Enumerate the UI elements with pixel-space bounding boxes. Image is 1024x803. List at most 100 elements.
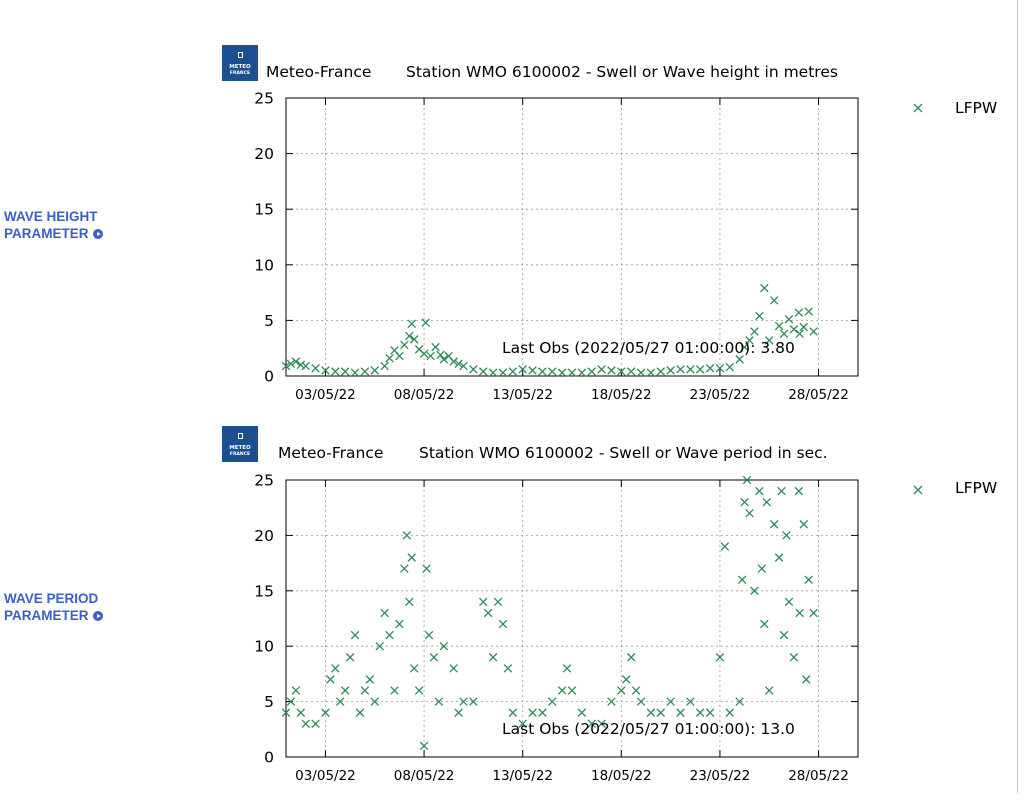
x-tick-label: 18/05/22	[591, 768, 652, 784]
y-tick-label: 20	[254, 527, 274, 545]
data-point	[331, 367, 340, 376]
y-tick-label: 25	[254, 472, 274, 490]
wave-height-link-line1: WAVE HEIGHT	[4, 209, 98, 224]
data-point	[488, 368, 498, 377]
logo-emblem-icon	[238, 52, 243, 58]
data-point	[666, 366, 675, 375]
data-point	[777, 486, 786, 496]
data-point	[375, 641, 384, 651]
data-point	[407, 319, 417, 328]
y-tick-label: 10	[254, 638, 274, 656]
grid	[286, 480, 858, 757]
data-point	[764, 686, 774, 695]
data-point	[656, 708, 666, 717]
x-axis-ticks: 03/05/22 08/05/22 13/05/22 18/05/22 23/05/22…	[295, 98, 849, 403]
data-point	[789, 325, 799, 334]
data-point	[395, 351, 404, 361]
data-point	[419, 741, 429, 751]
data-point	[789, 653, 799, 662]
data-point	[715, 363, 725, 373]
x-tick-label: 28/05/22	[788, 768, 849, 784]
data-point	[311, 363, 320, 373]
data-point	[769, 296, 779, 305]
wave-period-link-line2: PARAMETER	[4, 608, 89, 623]
x-tick-label: 23/05/22	[690, 387, 751, 403]
x-tick-label: 03/05/22	[295, 768, 356, 784]
data-point	[725, 362, 735, 372]
data-point	[296, 708, 306, 717]
last-obs-label: Last Obs (2022/05/27 01:00:00): 13.0	[502, 720, 795, 738]
y-tick-label: 25	[254, 90, 274, 108]
data-point	[587, 367, 596, 376]
data-point	[548, 367, 557, 376]
data-point	[454, 708, 463, 717]
data-point	[695, 365, 705, 374]
data-point	[705, 363, 715, 373]
data-point	[745, 336, 754, 345]
data-point	[760, 619, 769, 629]
data-point	[626, 653, 636, 662]
logo-box	[222, 45, 258, 81]
chart-source: Meteo-France	[266, 63, 371, 81]
data-point	[301, 361, 310, 371]
y-tick-label: 5	[264, 693, 274, 711]
wave-height-parameter-link[interactable]: WAVE HEIGHT PARAMETER	[4, 208, 134, 242]
data-point	[740, 497, 749, 507]
legend: LFPW	[913, 99, 997, 117]
data-point	[750, 327, 759, 336]
data-point	[794, 308, 804, 317]
data-point	[676, 365, 685, 374]
data-point	[498, 368, 508, 377]
data-point	[617, 686, 626, 695]
data-point	[646, 368, 656, 377]
data-point	[794, 486, 804, 496]
x-tick-label: 13/05/22	[492, 768, 553, 784]
data-point	[782, 531, 791, 540]
wave-period-link-line1: WAVE PERIOD	[4, 591, 99, 606]
data-point	[755, 486, 764, 496]
x-tick-label: 08/05/22	[394, 387, 455, 403]
data-point	[804, 575, 813, 584]
data-point	[503, 664, 513, 673]
data-point	[557, 686, 567, 695]
data-point	[405, 597, 414, 607]
data-point	[429, 653, 439, 662]
data-point	[370, 366, 380, 375]
data-point	[508, 367, 518, 376]
data-point	[801, 675, 811, 684]
data-point	[656, 367, 666, 376]
play-arrow-icon	[92, 611, 103, 621]
legend-marker	[913, 103, 923, 113]
data-point	[421, 318, 430, 327]
data-point	[774, 553, 784, 562]
meteo-france-logo: METEO FRANCE	[222, 426, 258, 462]
data-point	[779, 630, 789, 640]
x-tick-label: 28/05/22	[788, 387, 849, 403]
data-point	[409, 664, 419, 673]
plot-frame	[285, 97, 859, 377]
data-point	[407, 553, 417, 562]
data-point	[795, 329, 804, 339]
x-tick-label: 03/05/22	[295, 387, 356, 403]
logo-box	[222, 426, 258, 462]
data-point	[737, 575, 747, 584]
data-point	[469, 365, 478, 374]
data-point	[360, 367, 370, 376]
plot-frame	[285, 479, 859, 758]
data-point	[760, 283, 769, 293]
data-point	[597, 719, 606, 729]
data-point	[385, 630, 394, 640]
data-point	[804, 307, 813, 316]
data-point	[321, 708, 330, 717]
data-point	[321, 366, 330, 375]
wave-period-parameter-link[interactable]: WAVE PERIOD PARAMETER	[4, 590, 134, 624]
x-tick-label: 23/05/22	[690, 768, 751, 784]
data-point	[577, 368, 587, 377]
chart-title: Station WMO 6100002 - Swell or Wave peri…	[419, 444, 828, 462]
data-point	[548, 697, 557, 706]
data-point	[538, 367, 547, 376]
data-point	[774, 321, 784, 331]
logo-line1: METEO	[229, 445, 251, 451]
data-point	[426, 351, 435, 361]
data-point	[380, 608, 389, 618]
